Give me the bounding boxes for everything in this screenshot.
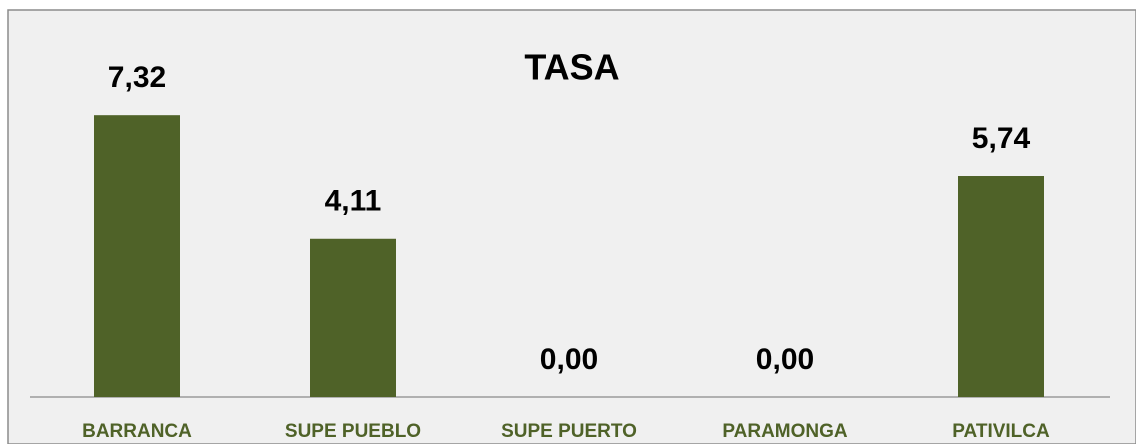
x-tick-label: PARAMONGA bbox=[722, 421, 848, 442]
data-label: 4,11 bbox=[325, 185, 382, 218]
data-label: 0,00 bbox=[756, 343, 814, 376]
bar bbox=[958, 176, 1044, 397]
x-tick-label: SUPE PUEBLO bbox=[285, 421, 421, 442]
data-label: 0,00 bbox=[540, 343, 598, 376]
chart-title: TASA bbox=[524, 47, 619, 88]
x-tick-label: BARRANCA bbox=[82, 421, 192, 442]
bar bbox=[94, 115, 180, 398]
x-tick-label: PATIVILCA bbox=[952, 421, 1050, 442]
bar bbox=[310, 238, 396, 397]
data-label: 5,74 bbox=[972, 122, 1031, 155]
x-tick-label: SUPE PUERTO bbox=[501, 421, 637, 442]
chart-background bbox=[7, 9, 1136, 444]
data-label: 7,32 bbox=[108, 61, 166, 94]
